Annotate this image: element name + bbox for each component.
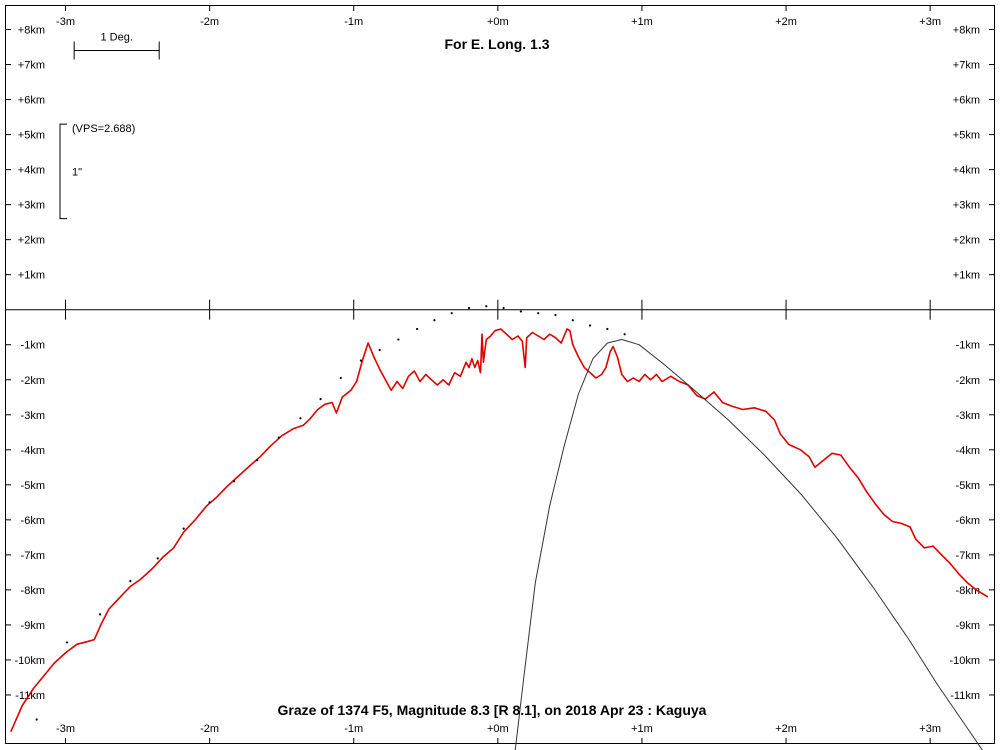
- limb-profile-dot: [502, 306, 505, 310]
- y-tick-label-right: +7km: [953, 60, 980, 72]
- y-tick-label-right: +6km: [953, 95, 980, 107]
- y-tick-label-right: +8km: [953, 25, 980, 37]
- y-tick-label-left: -8km: [21, 585, 45, 597]
- x-tick-label-bottom: -2m: [200, 723, 219, 735]
- limb-profile-dot: [129, 580, 132, 583]
- y-tick-label-right: -4km: [956, 445, 980, 457]
- x-tick-label-top: +1m: [631, 16, 653, 28]
- y-tick-label-right: -7km: [956, 550, 980, 562]
- limb-profile-dot: [256, 459, 259, 462]
- y-tick-label-left: -6km: [21, 515, 45, 527]
- y-tick-label-right: -1km: [956, 340, 980, 352]
- x-tick-label-bottom: +0m: [487, 723, 509, 735]
- limb-profile-dot: [485, 305, 488, 308]
- y-tick-label-left: +3km: [18, 200, 45, 212]
- y-tick-label-left: +6km: [18, 95, 45, 107]
- x-tick-label-bottom: -1m: [344, 723, 363, 735]
- limb-profile-dot: [233, 480, 236, 483]
- y-tick-label-left: -1km: [21, 340, 45, 352]
- y-tick-label-left: -2km: [21, 375, 45, 387]
- vps-label: (VPS=2.688): [72, 123, 135, 135]
- series-layer: [10, 305, 989, 750]
- y-tick-label-right: +5km: [953, 130, 980, 142]
- limb-profile-dot: [182, 527, 185, 530]
- limb-profile-dot: [450, 312, 453, 315]
- y-tick-label-left: +8km: [18, 25, 45, 37]
- y-tick-label-left: +7km: [18, 60, 45, 72]
- chart-subtitle: Graze of 1374 F5, Magnitude 8.3 [R 8.1],…: [278, 702, 707, 718]
- x-tick-label-top: +2m: [775, 16, 797, 28]
- limb-profile-dot: [623, 333, 626, 336]
- y-tick-label-left: -5km: [21, 480, 45, 492]
- limb-profile-dot: [156, 557, 159, 560]
- y-tick-label-right: -3km: [956, 410, 980, 422]
- y-tick-label-left: -9km: [21, 620, 45, 632]
- y-tick-label-left: -4km: [21, 445, 45, 457]
- limb-profile-dot: [277, 436, 280, 439]
- y-tick-label-left: +2km: [18, 235, 45, 247]
- tick-layer: -3m -3m -2m -2m -1m -1m +0m +0m +1m +1m +2m +2m +3m +…: [5, 5, 995, 744]
- limb-profile-dot: [571, 319, 574, 322]
- limb-profile-dot: [339, 376, 342, 380]
- y-tick-label-right: +4km: [953, 165, 980, 177]
- x-tick-label-top: -3m: [56, 16, 75, 28]
- y-tick-label-left: -7km: [21, 550, 45, 562]
- limb-profile-dot: [397, 338, 400, 341]
- limb-profile-dot: [319, 397, 322, 401]
- chart-title: For E. Long. 1.3: [444, 36, 549, 52]
- limb-profile-dot: [35, 718, 38, 721]
- y-tick-label-right: -9km: [956, 620, 980, 632]
- limb-profile-dot: [208, 501, 211, 504]
- y-tick-label-left: +5km: [18, 130, 45, 142]
- limb-profile-dot: [606, 327, 609, 331]
- star-path-curve: [514, 339, 983, 750]
- limb-profile-dot: [299, 417, 302, 420]
- annotation-layer: For E. Long. 1.3 Graze of 1374 F5, Magni…: [59, 32, 707, 718]
- limb-profile-dot: [554, 313, 557, 317]
- limb-profile-dot: [537, 312, 540, 315]
- x-tick-label-top: +3m: [919, 16, 941, 28]
- y-tick-label-left: +1km: [18, 270, 45, 282]
- limb-profile-dot: [65, 641, 69, 644]
- limb-profile-dot: [519, 310, 522, 313]
- scale-bar-label: 1 Deg.: [100, 32, 132, 44]
- y-tick-label-right: +1km: [953, 270, 980, 282]
- plot-frame: [5, 5, 995, 744]
- y-tick-label-right: +2km: [953, 235, 980, 247]
- limb-profile-dot: [378, 348, 381, 352]
- limb-profile-dot: [467, 306, 471, 310]
- limb-profile-dot: [433, 319, 436, 322]
- y-tick-label-right: -6km: [956, 515, 980, 527]
- x-tick-label-bottom: +3m: [919, 723, 941, 735]
- y-tick-label-right: -11km: [950, 690, 980, 702]
- y-tick-label-left: -3km: [21, 410, 45, 422]
- y-tick-label-right: -8km: [956, 585, 980, 597]
- x-tick-label-bottom: -3m: [56, 723, 75, 735]
- limb-profile-dot: [416, 327, 419, 331]
- y-tick-label-left: +4km: [18, 165, 45, 177]
- y-tick-label-right: +3km: [953, 200, 980, 212]
- lunar-limb-profile-line: [10, 328, 989, 733]
- x-tick-label-top: -1m: [344, 16, 363, 28]
- y-tick-label-left: -11km: [15, 690, 45, 702]
- limb-profile-dot: [359, 359, 363, 362]
- x-tick-label-top: +0m: [487, 16, 509, 28]
- limb-profile-dot: [99, 613, 102, 616]
- y-tick-label-left: -10km: [14, 655, 45, 667]
- y-tick-label-right: -5km: [956, 480, 980, 492]
- x-tick-label-bottom: +1m: [631, 723, 653, 735]
- limb-profile-dot: [588, 324, 592, 327]
- x-tick-label-bottom: +2m: [775, 723, 797, 735]
- vps-bracket: [59, 123, 67, 220]
- vps-arc-label: 1": [72, 166, 82, 178]
- x-tick-label-top: -2m: [200, 16, 219, 28]
- y-tick-label-right: -10km: [949, 655, 980, 667]
- y-tick-label-right: -2km: [956, 375, 980, 387]
